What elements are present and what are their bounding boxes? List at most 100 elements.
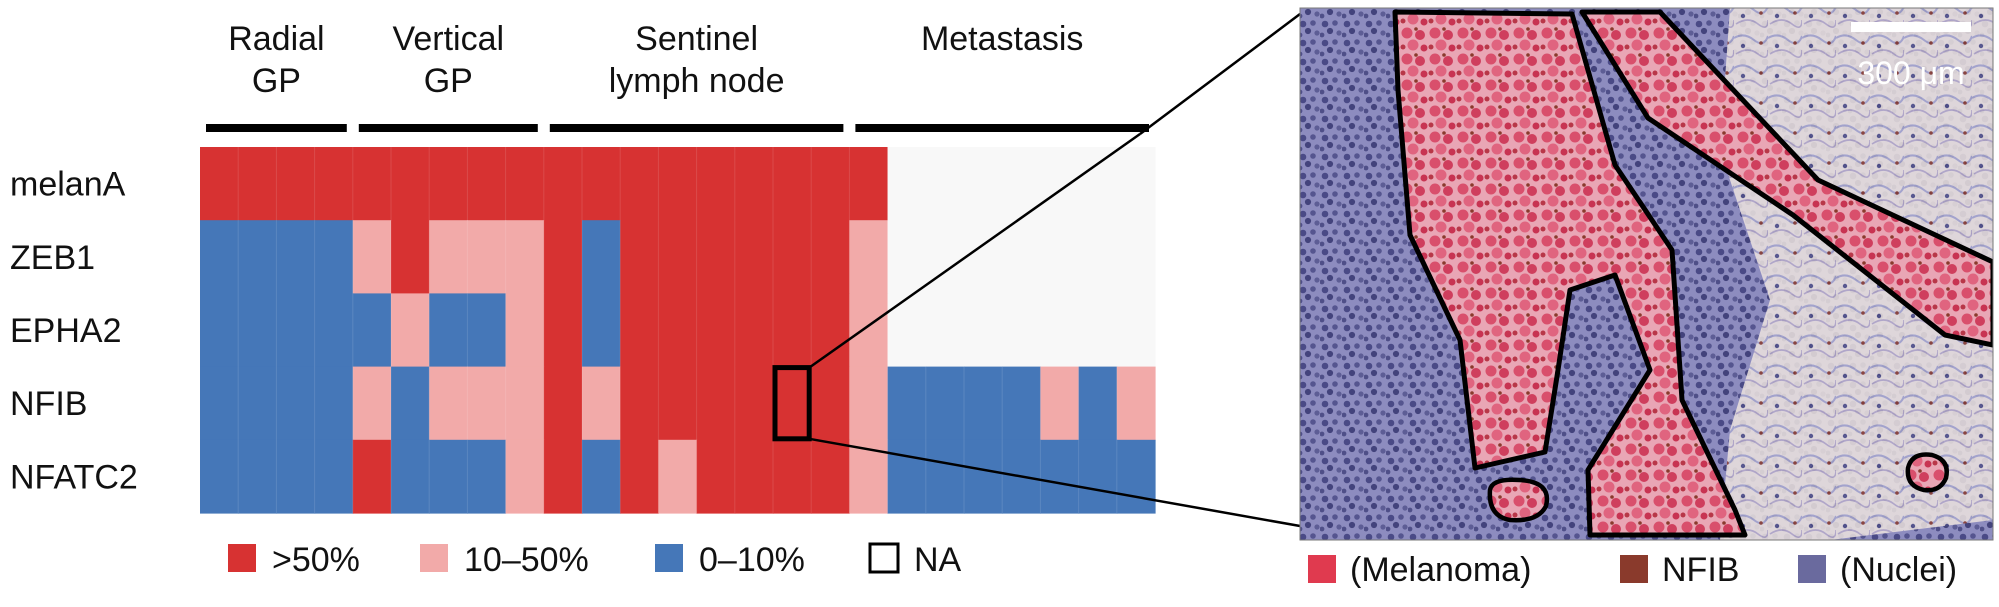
heatmap-cell xyxy=(773,147,812,221)
heatmap-cell xyxy=(811,293,850,368)
heatmap-cell xyxy=(238,439,277,514)
heatmap-cell xyxy=(658,366,698,441)
gene-row-labels: melanA ZEB1 EPHA2 NFIB NFATC2 xyxy=(10,166,138,497)
heatmap-cell xyxy=(467,293,507,368)
heatmap-cell xyxy=(582,439,621,514)
heatmap-cell xyxy=(734,147,774,221)
heatmap-cell xyxy=(849,147,889,221)
heatmap-cell xyxy=(276,366,316,441)
heatmap-cell xyxy=(696,293,736,368)
heatmap-cell xyxy=(582,366,621,441)
heatmap-cell xyxy=(887,147,927,221)
heatmap-cell xyxy=(467,220,507,294)
gene-label: NFATC2 xyxy=(10,458,138,496)
heatmap-cell xyxy=(811,147,850,221)
heatmap-cell xyxy=(276,439,316,514)
heatmap-cell xyxy=(505,220,545,294)
heatmap-cell xyxy=(543,366,583,441)
tumor-region-strip xyxy=(1582,12,1993,345)
heatmap-cell xyxy=(925,147,965,221)
heatmap-cell xyxy=(543,293,583,368)
heatmap-cell xyxy=(773,293,812,368)
heatmap-cell xyxy=(276,147,316,221)
legend-swatch xyxy=(655,544,683,572)
group-label: GP xyxy=(424,62,473,100)
heatmap-cell xyxy=(849,220,889,294)
heatmap-cell xyxy=(1116,220,1156,294)
zoom-line-bottom xyxy=(808,437,1301,528)
legend-swatch xyxy=(868,542,900,574)
micrograph-legend-swatch xyxy=(1620,555,1648,583)
group-label: Vertical xyxy=(393,20,505,58)
heatmap-cell xyxy=(696,220,736,294)
heatmap-cell xyxy=(1116,366,1156,441)
tumor-outline-small-1 xyxy=(1487,477,1550,523)
heatmap-cell xyxy=(964,147,1003,221)
micrograph-legend: (Melanoma) NFIB (Nuclei) xyxy=(1308,551,1957,589)
heatmap-cell xyxy=(429,366,468,441)
heatmap-cell xyxy=(1078,220,1118,294)
micrograph-legend-swatch xyxy=(1308,555,1336,583)
heatmap-cell xyxy=(276,293,316,368)
legend-swatch xyxy=(228,544,256,572)
heatmap-cell xyxy=(543,147,583,221)
heatmap-cell xyxy=(887,293,927,368)
heatmap-cell xyxy=(849,293,889,368)
heatmap-cell xyxy=(620,147,659,221)
heatmap-cell xyxy=(314,366,354,441)
heatmap-cell xyxy=(1116,147,1156,221)
heatmap-cell xyxy=(696,439,736,514)
heatmap-cell xyxy=(391,220,430,294)
heatmap-cell xyxy=(391,366,430,441)
heatmap-cell xyxy=(1002,147,1041,221)
legend-label: >50% xyxy=(272,541,360,579)
heatmap-cell xyxy=(352,147,392,221)
heatmap-cell xyxy=(1040,147,1080,221)
heatmap-cell xyxy=(429,220,468,294)
heatmap-cell xyxy=(582,220,621,294)
heatmap-cell xyxy=(505,366,545,441)
heatmap-cell xyxy=(620,439,659,514)
heatmap-cell xyxy=(773,366,812,441)
heatmap-cell xyxy=(467,366,507,441)
heatmap-cell xyxy=(887,439,927,514)
heatmap-cell xyxy=(200,147,239,221)
heatmap-cell xyxy=(811,366,850,441)
heatmap-cell xyxy=(887,220,927,294)
heatmap-cell xyxy=(543,220,583,294)
heatmap-cell xyxy=(391,439,430,514)
heatmap-cell xyxy=(1040,439,1080,514)
heatmap-cell xyxy=(429,439,468,514)
micrograph-legend-swatch xyxy=(1798,555,1826,583)
heatmap-cell xyxy=(734,220,774,294)
heatmap-cell xyxy=(1002,293,1041,368)
heatmap-cell xyxy=(238,293,277,368)
zoom-line-metastasis xyxy=(1139,13,1301,135)
legend-label: NA xyxy=(914,541,962,579)
group-label: Metastasis xyxy=(921,20,1084,58)
gene-label: EPHA2 xyxy=(10,312,122,350)
heatmap-cell xyxy=(314,220,354,294)
zoom-line-top xyxy=(808,132,1141,369)
micrograph-legend-label: (Nuclei) xyxy=(1840,551,1957,589)
heatmap-cell xyxy=(543,439,583,514)
heatmap-cell xyxy=(505,439,545,514)
group-label: Sentinel xyxy=(635,20,758,58)
heatmap-cell xyxy=(314,293,354,368)
micrograph-legend-label: NFIB xyxy=(1662,551,1739,589)
heatmap-cell xyxy=(811,439,850,514)
heatmap-cell xyxy=(1078,366,1118,441)
micrograph xyxy=(1300,8,1993,540)
heatmap-cell xyxy=(582,293,621,368)
heatmap-cell xyxy=(620,220,659,294)
gene-label: NFIB xyxy=(10,385,87,423)
heatmap-cell xyxy=(1040,293,1080,368)
heatmap-cell xyxy=(505,293,545,368)
heatmap-cell xyxy=(1116,293,1156,368)
heatmap-cell xyxy=(200,439,239,514)
heatmap-cell xyxy=(352,439,392,514)
scale-bar-label: 300 μm xyxy=(1857,55,1964,91)
heatmap-cell xyxy=(1078,147,1118,221)
legend-label: 0–10% xyxy=(699,541,805,579)
heatmap-cell xyxy=(238,366,277,441)
